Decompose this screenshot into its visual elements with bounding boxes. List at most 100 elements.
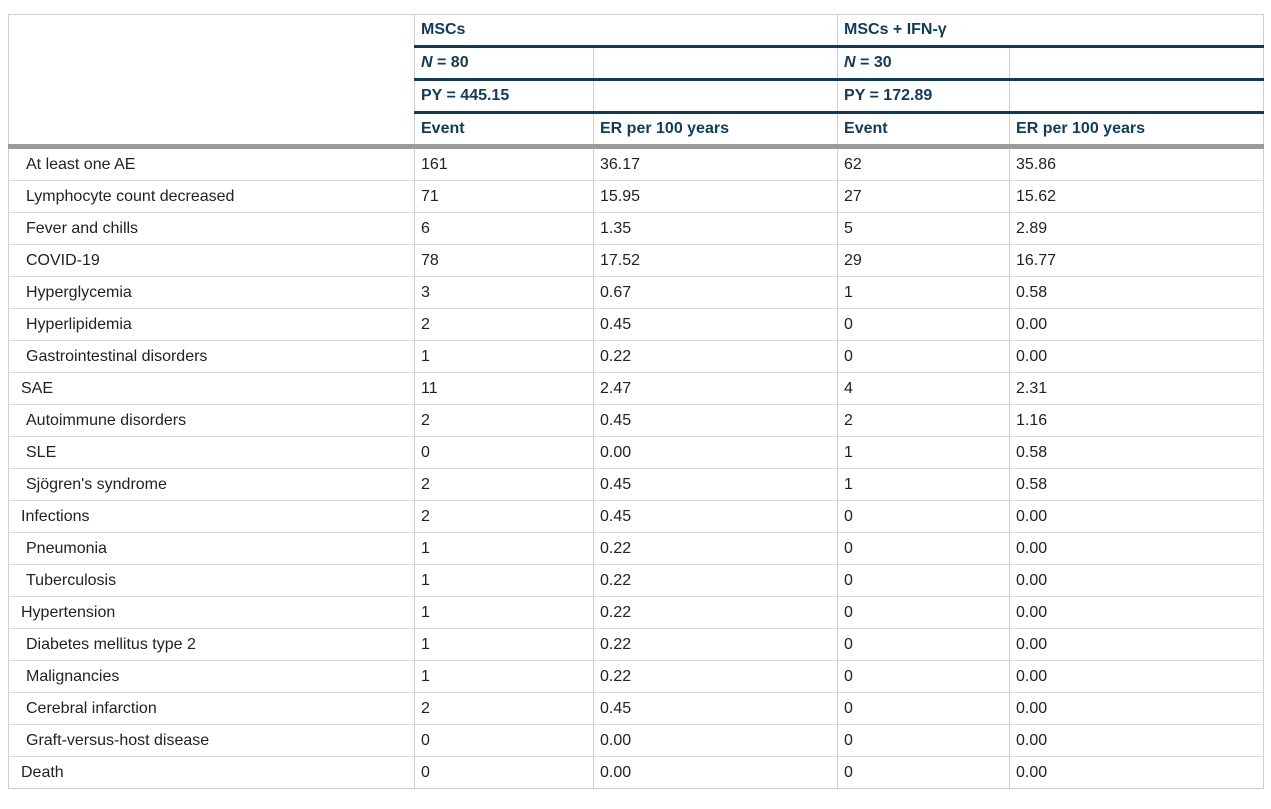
table-header: MSCs MSCs + IFN-γ N = 80 N = 30 PY = 445… [9,14,1264,147]
ifn-er-cell: 0.00 [1009,692,1264,725]
table-row: Lymphocyte count decreased 71 15.95 27 15.62 [8,180,1264,213]
table-row: Autoimmune disorders 2 0.45 2 1.16 [8,404,1264,437]
column-header-er-mscs: ER per 100 years [592,112,838,147]
ifn-event-cell: 1 [837,276,1010,309]
column-header-er-mscs-ifn: ER per 100 years [1009,112,1264,147]
mscs-er-cell: 0.45 [592,404,838,437]
empty-cell [1009,79,1264,114]
empty-cell [9,113,415,147]
table-row: Hyperglycemia 3 0.67 1 0.58 [8,276,1264,309]
group-header-mscs: MSCs [413,14,838,48]
empty-cell [592,79,838,114]
table-row: Tuberculosis 1 0.22 0 0.00 [8,564,1264,597]
ifn-er-cell: 0.58 [1009,436,1264,469]
mscs-event-cell: 2 [414,404,594,437]
py-value-mscs: PY = 445.15 [414,79,594,114]
mscs-event-cell: 1 [414,564,594,597]
mscs-er-cell: 0.67 [592,276,838,309]
ifn-event-cell: 0 [837,340,1010,373]
ifn-er-cell: 0.00 [1009,340,1264,373]
ifn-event-cell: 0 [837,660,1010,693]
mscs-event-cell: 161 [414,144,594,181]
empty-corner-cell [9,15,415,47]
row-label-cell: Malignancies [8,660,415,693]
mscs-er-cell: 0.45 [592,500,838,533]
row-label-cell: Lymphocyte count decreased [8,180,415,213]
mscs-er-cell: 17.52 [592,244,838,277]
mscs-event-cell: 1 [414,596,594,629]
ifn-er-cell: 15.62 [1009,180,1264,213]
ifn-event-cell: 0 [837,724,1010,757]
table-row: SLE 0 0.00 1 0.58 [8,436,1264,469]
ifn-er-cell: 1.16 [1009,404,1264,437]
row-label-cell: Hyperlipidemia [8,308,415,341]
mscs-er-cell: 0.00 [592,436,838,469]
table-row: Hyperlipidemia 2 0.45 0 0.00 [8,308,1264,341]
mscs-er-cell: 0.45 [592,308,838,341]
mscs-er-cell: 0.22 [592,564,838,597]
mscs-event-cell: 1 [414,628,594,661]
ifn-event-cell: 2 [837,404,1010,437]
mscs-event-cell: 0 [414,756,594,789]
table-row: Hypertension 1 0.22 0 0.00 [8,596,1264,629]
row-label-cell: SLE [8,436,415,469]
row-label-cell: At least one AE [8,144,415,181]
ifn-event-cell: 0 [837,596,1010,629]
row-label-cell: Pneumonia [8,532,415,565]
ifn-er-cell: 0.00 [1009,532,1264,565]
mscs-er-cell: 0.22 [592,340,838,373]
ifn-event-cell: 0 [837,532,1010,565]
mscs-er-cell: 0.45 [592,692,838,725]
ifn-event-cell: 0 [837,628,1010,661]
mscs-er-cell: 0.45 [592,468,838,501]
row-label-cell: Gastrointestinal disorders [8,340,415,373]
row-label-cell: Death [8,756,415,789]
mscs-er-cell: 0.00 [592,756,838,789]
n-value-mscs-ifn: N = 30 [837,46,1010,81]
ifn-er-cell: 2.31 [1009,372,1264,405]
table-body: At least one AE 161 36.17 62 35.86 Lymphocyte… [8,144,1264,789]
table-row: At least one AE 161 36.17 62 35.86 [8,144,1264,181]
mscs-er-cell: 0.22 [592,660,838,693]
row-label-cell: Graft-versus-host disease [8,724,415,757]
mscs-er-cell: 15.95 [592,180,838,213]
ifn-event-cell: 0 [837,308,1010,341]
n-symbol: N [844,54,856,71]
table-row: Pneumonia 1 0.22 0 0.00 [8,532,1264,565]
ifn-er-cell: 0.00 [1009,596,1264,629]
table-row: Gastrointestinal disorders 1 0.22 0 0.00 [8,340,1264,373]
mscs-event-cell: 1 [414,532,594,565]
subheader-row: Event ER per 100 years Event ER per 100 … [9,112,1264,147]
mscs-event-cell: 0 [414,436,594,469]
mscs-er-cell: 1.35 [592,212,838,245]
row-label-cell: Infections [8,500,415,533]
n-rest: = 80 [432,54,469,71]
table-row: SAE 11 2.47 4 2.31 [8,372,1264,405]
n-rest: = 30 [855,54,892,71]
ifn-event-cell: 4 [837,372,1010,405]
ifn-event-cell: 27 [837,180,1010,213]
ifn-er-cell: 0.00 [1009,756,1264,789]
ifn-er-cell: 0.00 [1009,308,1264,341]
ifn-er-cell: 0.00 [1009,660,1264,693]
mscs-er-cell: 36.17 [592,144,838,181]
row-label-cell: Sjögren's syndrome [8,468,415,501]
table-row: Death 0 0.00 0 0.00 [8,756,1264,789]
ifn-event-cell: 62 [837,144,1010,181]
table-row: Infections 2 0.45 0 0.00 [8,500,1264,533]
table-row: Graft-versus-host disease 0 0.00 0 0.00 [8,724,1264,757]
group-header-mscs-ifn: MSCs + IFN-γ [837,14,1264,48]
n-value-mscs: N = 80 [414,46,594,81]
table-row: Sjögren's syndrome 2 0.45 1 0.58 [8,468,1264,501]
ifn-event-cell: 0 [837,564,1010,597]
row-label-cell: Hypertension [8,596,415,629]
mscs-er-cell: 0.22 [592,628,838,661]
empty-cell [9,80,415,113]
ifn-event-cell: 0 [837,692,1010,725]
row-label-cell: Hyperglycemia [8,276,415,309]
row-label-cell: Diabetes mellitus type 2 [8,628,415,661]
row-label-cell: Autoimmune disorders [8,404,415,437]
mscs-er-cell: 0.22 [592,596,838,629]
mscs-event-cell: 71 [414,180,594,213]
row-label-cell: Tuberculosis [8,564,415,597]
